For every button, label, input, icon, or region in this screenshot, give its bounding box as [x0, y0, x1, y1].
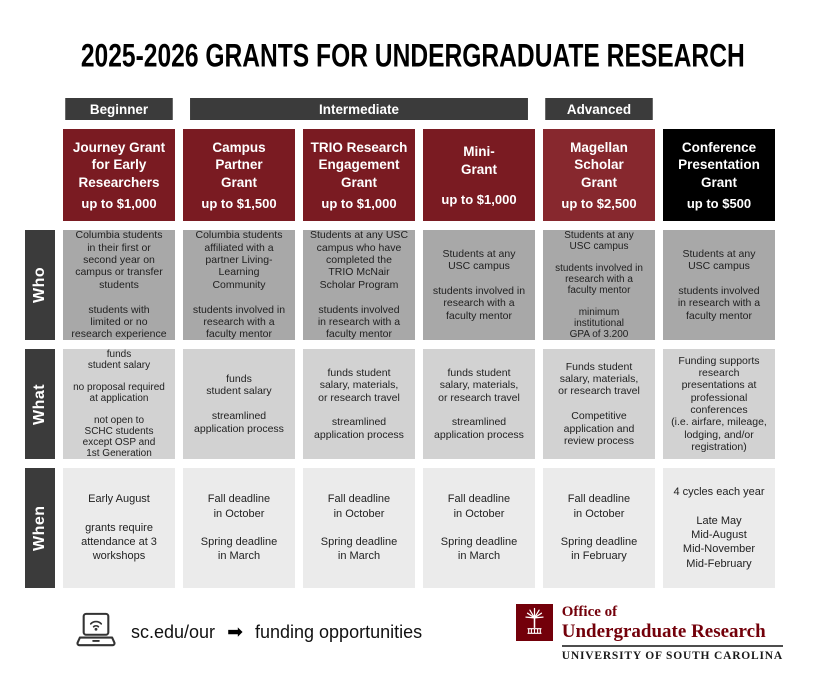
grant-amount: up to $1,000 [441, 192, 517, 208]
when-cell-magellan: Fall deadline in October Spring deadline… [543, 468, 655, 588]
grant-amount: up to $1,000 [81, 196, 157, 212]
grant-name: Mini- Grant [460, 143, 497, 177]
grant-amount: up to $1,500 [201, 196, 277, 212]
who-cell-magellan: Students at any USC campus students invo… [543, 230, 655, 340]
row-label-when: When [25, 468, 55, 588]
footer-url-line: sc.edu/our ➡ funding opportunities [131, 621, 422, 644]
logo-divider [561, 645, 783, 648]
page-title: 2025-2026 GRANTS FOR UNDERGRADUATE RESEA… [80, 38, 745, 75]
grant-amount: up to $500 [686, 196, 752, 212]
row-label-who: Who [25, 230, 55, 340]
logo-text: Office of Undergraduate Research UNIVERS… [561, 604, 783, 663]
footer-link-area: sc.edu/our ➡ funding opportunities [75, 612, 422, 653]
what-cell-campus-partner: funds student salary streamlined applica… [183, 349, 295, 459]
grant-amount: up to $1,000 [321, 196, 397, 212]
logo-office-of: Office of [561, 604, 618, 620]
grant-name: Conference Presentation Grant [678, 139, 760, 190]
logo-undergraduate-research: Undergraduate Research [561, 620, 766, 642]
grant-header-journey: Journey Grant for Early Researchers up t… [63, 129, 175, 221]
grant-name: TRIO Research Engagement Grant [310, 139, 408, 190]
when-cell-conference: 4 cycles each year Late May Mid-August M… [663, 468, 775, 588]
title-area: 2025-2026 GRANTS FOR UNDERGRADUATE RESEA… [0, 38, 825, 80]
when-cell-journey: Early August grants require attendance a… [63, 468, 175, 588]
footer-url[interactable]: sc.edu/our [131, 622, 216, 642]
grant-header-campus-partner: Campus Partner Grant up to $1,500 [183, 129, 295, 221]
what-cell-magellan: Funds student salary, materials, or rese… [543, 349, 655, 459]
grants-table: Beginner Intermediate Advanced Journey G… [25, 98, 825, 588]
who-cell-mini: Students at any USC campus students invo… [423, 230, 535, 340]
when-cell-trio: Fall deadline in October Spring deadline… [303, 468, 415, 588]
grant-name: Magellan Scholar Grant [570, 139, 628, 190]
when-cell-campus-partner: Fall deadline in October Spring deadline… [183, 468, 295, 588]
who-cell-trio: Students at any USC campus who have comp… [303, 230, 415, 340]
grant-header-mini: Mini- Grant up to $1,000 [423, 129, 535, 221]
row-label-what: What [25, 349, 55, 459]
laptop-icon [75, 612, 117, 653]
who-cell-journey: Columbia students in their first or seco… [63, 230, 175, 340]
grant-header-conference: Conference Presentation Grant up to $500 [663, 129, 775, 221]
who-cell-conference: Students at any USC campus students invo… [663, 230, 775, 340]
grant-amount: up to $2,500 [561, 196, 637, 212]
category-bar-intermediate: Intermediate [190, 98, 528, 120]
arrow-right-icon: ➡ [227, 622, 243, 643]
what-cell-mini: funds student salary, materials, or rese… [423, 349, 535, 459]
category-bar-advanced: Advanced [545, 98, 653, 120]
logo-university-name: UNIVERSITY OF SOUTH CAROLINA [561, 650, 783, 663]
footer-link-label: funding opportunities [254, 622, 423, 642]
grant-header-trio: TRIO Research Engagement Grant up to $1,… [303, 129, 415, 221]
footer: sc.edu/our ➡ funding opportunities Offic… [75, 604, 783, 662]
category-bar-beginner: Beginner [65, 98, 173, 120]
grant-name: Campus Partner Grant [212, 139, 266, 190]
grant-name: Journey Grant for Early Researchers [72, 139, 166, 190]
what-cell-journey: funds student salary no proposal require… [63, 349, 175, 459]
what-cell-trio: funds student salary, materials, or rese… [303, 349, 415, 459]
usc-tree-icon [515, 604, 553, 641]
when-cell-mini: Fall deadline in October Spring deadline… [423, 468, 535, 588]
what-cell-conference: Funding supports research presentations … [663, 349, 775, 459]
who-cell-campus-partner: Columbia students affiliated with a part… [183, 230, 295, 340]
grant-header-magellan: Magellan Scholar Grant up to $2,500 [543, 129, 655, 221]
usc-our-logo: Office of Undergraduate Research UNIVERS… [515, 604, 783, 663]
